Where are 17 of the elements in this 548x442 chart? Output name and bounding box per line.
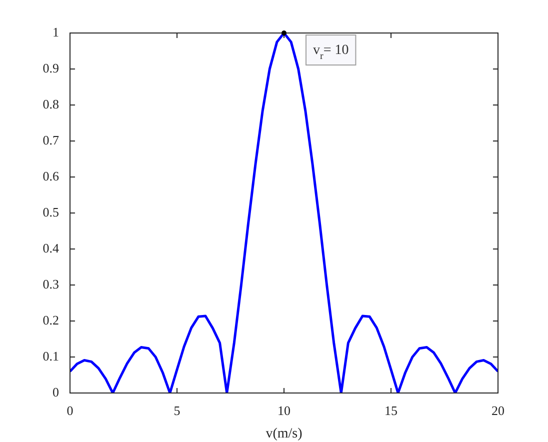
x-tick-label: 10	[278, 403, 290, 418]
y-tick-label: 0.8	[42, 96, 59, 112]
y-tick-label: 1	[52, 24, 59, 40]
x-tick-label: 15	[384, 403, 398, 418]
x-tick-label: 5	[174, 403, 180, 418]
x-tick-label: 0	[66, 403, 74, 418]
y-tick-label: 0.7	[42, 132, 60, 148]
y-tick-label: 0	[52, 384, 59, 400]
y-tick-label: 0.1	[42, 348, 59, 364]
y-tick-label: 0.9	[42, 60, 59, 76]
y-tick-label: 0.3	[42, 276, 59, 292]
y-tick-label: 0.5	[42, 204, 59, 220]
y-tick-label: 0.6	[42, 168, 60, 184]
x-tick-label: 20	[492, 403, 504, 418]
x-axis-title: v(m/s)	[266, 426, 303, 442]
y-tick-label: 0.2	[42, 312, 59, 328]
y-tick-label: 0.4	[42, 240, 60, 256]
